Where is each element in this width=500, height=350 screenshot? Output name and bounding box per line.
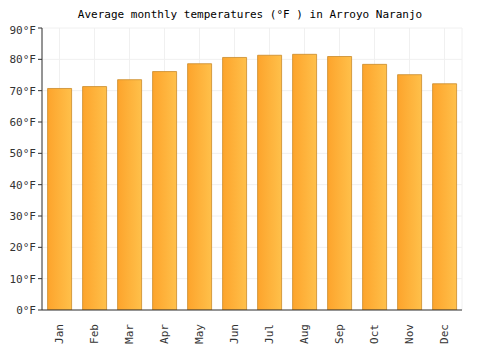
svg-text:Jul: Jul	[263, 324, 276, 344]
svg-text:Sep: Sep	[333, 324, 346, 344]
svg-text:Jun: Jun	[228, 324, 241, 344]
svg-text:Feb: Feb	[88, 324, 101, 344]
svg-text:Apr: Apr	[158, 324, 171, 344]
svg-text:80°F: 80°F	[10, 53, 37, 66]
svg-text:Jan: Jan	[53, 324, 66, 344]
svg-text:20°F: 20°F	[10, 241, 37, 254]
svg-text:Mar: Mar	[123, 324, 136, 344]
svg-text:0°F: 0°F	[16, 304, 36, 317]
svg-text:30°F: 30°F	[10, 210, 37, 223]
svg-text:Oct: Oct	[368, 324, 381, 344]
html-text:Average monthly temperatures (: Average monthly temperatures (°F ) in Ar…	[77, 8, 423, 21]
svg-text:90°F: 90°F	[10, 24, 37, 37]
svg-text:Aug: Aug	[298, 324, 311, 344]
svg-text:May: May	[193, 324, 206, 344]
svg-text:Dec: Dec	[438, 324, 451, 344]
svg-text:60°F: 60°F	[10, 116, 37, 129]
svg-text:10°F: 10°F	[10, 273, 37, 286]
svg-text:50°F: 50°F	[10, 147, 37, 160]
svg-text:Nov: Nov	[403, 324, 416, 344]
svg-text:40°F: 40°F	[10, 179, 37, 192]
svg-text:70°F: 70°F	[10, 85, 37, 98]
